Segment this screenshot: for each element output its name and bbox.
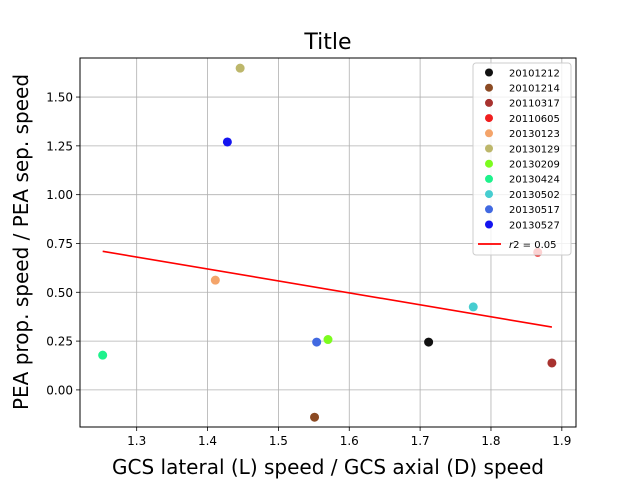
y-tick-label: 1.25 bbox=[46, 139, 73, 153]
legend-marker-20101214 bbox=[485, 83, 493, 92]
legend-marker-20130502 bbox=[485, 190, 493, 199]
x-tick-label: 1.8 bbox=[481, 434, 500, 448]
y-tick-label: 0.50 bbox=[46, 286, 73, 300]
legend-label-20130527: 20130527 bbox=[509, 220, 560, 231]
legend: 20101212 20101214 20110317 20110605 20130123… bbox=[472, 62, 572, 256]
x-axis-ticks: 1.3 1.4 1.5 1.6 1.7 1.8 1.9 bbox=[127, 427, 571, 448]
data-point-20110317 bbox=[547, 358, 557, 368]
data-point-20130209 bbox=[323, 335, 333, 345]
x-tick-label: 1.7 bbox=[411, 434, 430, 448]
legend-marker-20101212 bbox=[485, 68, 493, 77]
fit-line bbox=[102, 250, 553, 328]
x-tick-label: 1.6 bbox=[340, 434, 359, 448]
x-tick-label: 1.5 bbox=[269, 434, 288, 448]
legend-marker-20130424 bbox=[485, 174, 493, 183]
legend-label-20110317: 20110317 bbox=[509, 99, 560, 110]
data-point-20130424 bbox=[98, 350, 108, 360]
y-tick-label: 0.00 bbox=[46, 383, 73, 397]
data-point-20130502 bbox=[468, 302, 478, 312]
legend-fit-label: r2 = 0.05 bbox=[509, 240, 557, 251]
legend-label-20130129: 20130129 bbox=[509, 144, 560, 155]
x-axis-label: GCS lateral (L) speed / GCS axial (D) sp… bbox=[112, 455, 544, 479]
x-tick-label: 1.3 bbox=[127, 434, 146, 448]
legend-label-20110605: 20110605 bbox=[509, 114, 560, 125]
legend-label-20130424: 20130424 bbox=[509, 175, 560, 186]
legend-label-20130502: 20130502 bbox=[509, 190, 560, 201]
data-point-20101214 bbox=[310, 412, 320, 422]
data-point-20101212 bbox=[424, 337, 434, 347]
legend-label-20130123: 20130123 bbox=[509, 129, 560, 140]
y-tick-label: 0.75 bbox=[46, 237, 73, 251]
data-point-20130129 bbox=[235, 63, 245, 73]
plot-frame bbox=[79, 57, 577, 428]
y-axis-ticks: 0.00 0.25 0.50 0.75 1.00 1.25 1.50 bbox=[46, 91, 80, 397]
y-tick-label: 1.50 bbox=[46, 91, 73, 105]
legend-label-20101212: 20101212 bbox=[509, 68, 560, 79]
y-axis-label: PEA prop. speed / PEA sep. speed bbox=[9, 74, 33, 410]
legend-marker-20130123 bbox=[485, 129, 493, 138]
data-point-20130123 bbox=[210, 275, 220, 285]
legend-label-20130517: 20130517 bbox=[509, 205, 560, 216]
legend-marker-20130129 bbox=[485, 144, 493, 153]
y-tick-label: 0.25 bbox=[46, 335, 73, 349]
data-point-20130527 bbox=[222, 137, 232, 147]
x-tick-label: 1.4 bbox=[198, 434, 217, 448]
legend-marker-20130527 bbox=[485, 220, 493, 229]
legend-label-20101214: 20101214 bbox=[509, 84, 560, 95]
legend-items: 20101212 20101214 20110317 20110605 20130123… bbox=[485, 68, 560, 231]
data-point-20130517 bbox=[312, 337, 322, 347]
legend-marker-20130209 bbox=[485, 159, 493, 168]
y-tick-label: 1.00 bbox=[46, 188, 73, 202]
fit-line-group bbox=[102, 250, 553, 328]
chart-title: Title bbox=[303, 30, 351, 55]
x-tick-label: 1.9 bbox=[552, 434, 571, 448]
legend-box bbox=[472, 62, 572, 256]
legend-label-20130209: 20130209 bbox=[509, 160, 560, 171]
legend-marker-20110317 bbox=[485, 98, 493, 107]
legend-marker-20130517 bbox=[485, 205, 493, 214]
legend-marker-20110605 bbox=[485, 114, 493, 123]
